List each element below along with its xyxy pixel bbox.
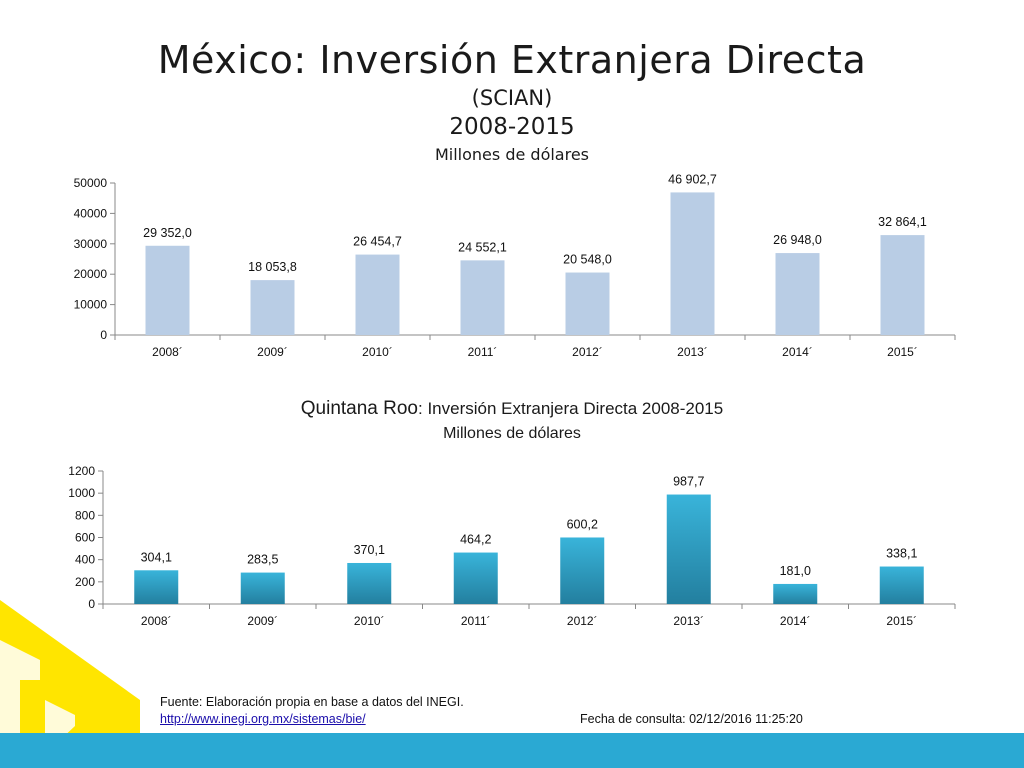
x-tick-label: 2008´ [141,614,172,628]
y-tick-label: 50000 [74,176,108,190]
y-tick-label: 400 [75,553,95,567]
bar-2008 [145,245,190,335]
x-tick-label: 2010´ [362,345,393,359]
bar-2010 [347,562,392,604]
x-tick-label: 2009´ [247,614,278,628]
data-label: 338,1 [886,547,917,561]
page-subtitle-units: Millones de dólares [434,145,590,164]
data-label: 370,1 [354,543,385,557]
bar-2008 [134,570,179,604]
chart2-title-rest: : Inversión Extranjera Directa 2008-2015 [418,399,724,418]
y-tick-label: 600 [75,531,95,545]
x-tick-label: 2015´ [887,345,918,359]
consult-date: Fecha de consulta: 02/12/2016 11:25:20 [580,712,803,726]
data-label: 26 948,0 [773,233,822,247]
y-tick-label: 10000 [74,298,108,312]
bar-2011 [453,552,498,604]
x-tick-label: 2012´ [567,614,598,628]
x-tick-label: 2014´ [780,614,811,628]
chart2-units: Millones de dólares [443,425,581,442]
x-tick-label: 2015´ [886,614,917,628]
data-label: 20 548,0 [563,253,612,267]
data-label: 18 053,8 [248,260,297,274]
bar-2013 [666,494,711,604]
chart2-title: Quintana Roo: Inversión Extranjera Direc… [0,398,1024,420]
y-tick-label: 0 [88,597,95,611]
y-tick-label: 0 [100,328,107,342]
bar-2015 [879,566,924,604]
y-tick-label: 800 [75,508,95,522]
bar-2012 [565,272,610,335]
bar-2009 [240,572,285,604]
bar-2014 [773,583,818,604]
bar-2013 [670,192,715,335]
source-note: Fuente: Elaboración propia en base a dat… [160,695,464,709]
data-label: 181,0 [780,564,811,578]
x-tick-label: 2014´ [782,345,813,359]
data-label: 304,1 [141,550,172,564]
bar-2015 [880,235,925,335]
page-subtitle-scian: (SCIAN) [471,86,553,110]
y-tick-label: 30000 [74,237,108,251]
data-label: 283,5 [247,553,278,567]
data-label: 46 902,7 [668,172,717,186]
page-title: México: Inversión Extranjera Directa [157,38,867,82]
data-label: 29 352,0 [143,226,192,240]
bar-2010 [355,254,400,335]
data-label: 464,2 [460,533,491,547]
data-label: 987,7 [673,475,704,489]
x-tick-label: 2013´ [677,345,708,359]
x-tick-label: 2011´ [461,614,491,628]
y-tick-label: 40000 [74,206,108,220]
y-tick-label: 1000 [68,486,95,500]
quintana-roo-ied-bar-chart: 0 200 400 600 800 1000 1200 304,1 2008´ 283,5 2009… [68,464,956,628]
bar-2011 [460,260,505,335]
data-label: 24 552,1 [458,240,507,254]
y-tick-label: 200 [75,575,95,589]
bar-2014 [775,253,820,335]
bar-2009 [250,280,295,335]
page-subtitle-years: 2008-2015 [449,114,575,140]
x-tick-label: 2009´ [257,345,288,359]
x-tick-label: 2011´ [468,345,498,359]
inegi-link[interactable]: http://www.inegi.org.mx/sistemas/bie/ [160,712,366,726]
bar-2012 [560,537,605,604]
mexico-ied-bar-chart: 0 10000 20000 30000 40000 50000 29 352,0 2008´ 1… [74,172,956,359]
x-tick-label: 2012´ [572,345,603,359]
y-tick-label: 20000 [74,267,108,281]
x-tick-label: 2013´ [673,614,704,628]
x-tick-label: 2008´ [152,345,183,359]
y-tick-label: 1200 [68,464,95,478]
data-label: 600,2 [567,517,598,531]
x-tick-label: 2010´ [354,614,385,628]
chart2-title-bold: Quintana Roo [300,398,418,419]
data-label: 26 454,7 [353,235,402,249]
data-label: 32 864,1 [878,215,927,229]
footer-bar [0,733,1024,768]
